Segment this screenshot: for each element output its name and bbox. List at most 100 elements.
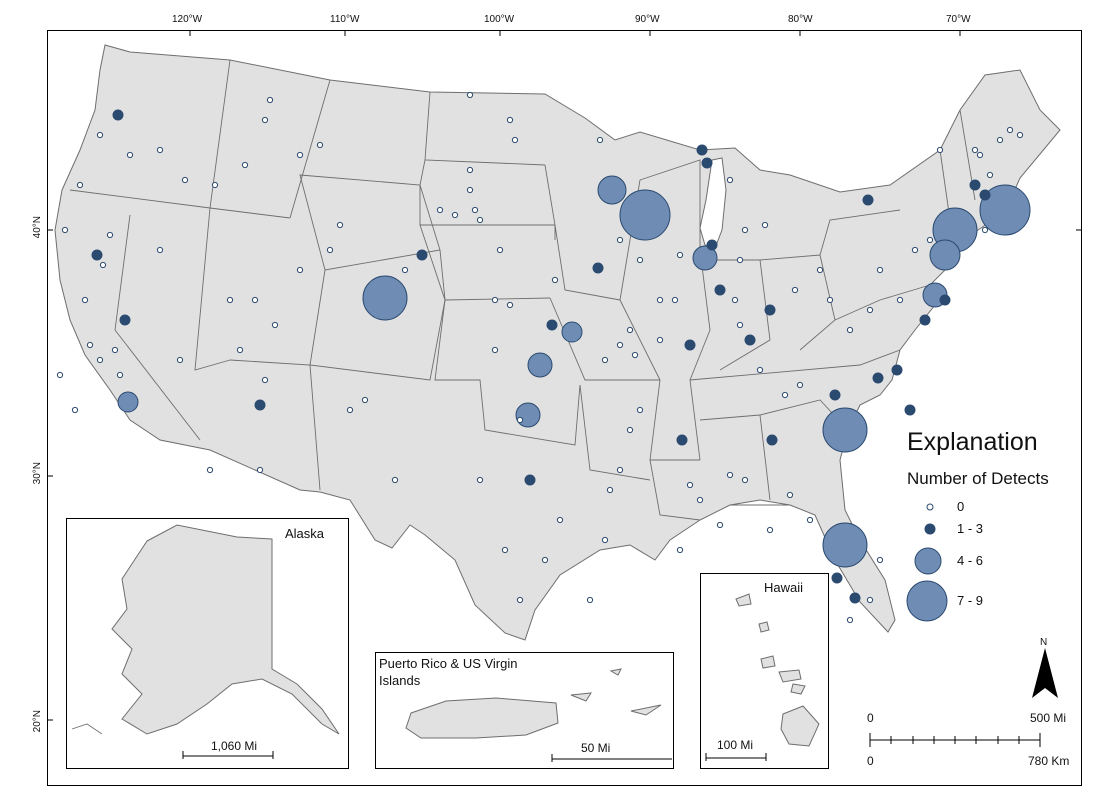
site-marker-detect bbox=[766, 434, 778, 446]
site-marker-zero bbox=[686, 481, 694, 489]
hawaii-scale-bar bbox=[705, 753, 767, 761]
site-marker-zero bbox=[606, 486, 614, 494]
site-marker-zero bbox=[741, 226, 749, 234]
site-marker-detect bbox=[862, 194, 874, 206]
legend-title: Explanation bbox=[907, 428, 1038, 456]
site-marker-zero bbox=[626, 426, 634, 434]
site-marker-zero bbox=[986, 171, 994, 179]
site-marker-detect bbox=[254, 399, 266, 411]
site-marker-zero bbox=[316, 141, 324, 149]
hawaii-inset: Hawaii 100 Mi bbox=[700, 573, 829, 769]
site-marker-detect bbox=[831, 572, 843, 584]
site-marker-detect bbox=[524, 474, 536, 486]
site-marker-zero bbox=[976, 151, 984, 159]
site-marker-zero bbox=[676, 546, 684, 554]
legend-symbols bbox=[906, 503, 948, 622]
site-marker-zero bbox=[476, 476, 484, 484]
north-arrow: N bbox=[1030, 637, 1060, 700]
site-marker-large bbox=[362, 275, 408, 321]
site-marker-zero bbox=[726, 176, 734, 184]
site-marker-zero bbox=[96, 356, 104, 364]
site-marker-zero bbox=[206, 466, 214, 474]
site-marker-zero bbox=[86, 341, 94, 349]
hawaii-landmass bbox=[735, 593, 820, 747]
site-marker-zero bbox=[271, 321, 279, 329]
north-arrow-icon bbox=[1032, 648, 1058, 698]
alaska-inset: Alaska 1,060 Mi bbox=[66, 518, 349, 769]
site-marker-detect bbox=[696, 144, 708, 156]
site-marker-zero bbox=[61, 226, 69, 234]
site-marker-zero bbox=[466, 166, 474, 174]
scale-top-left: 0 bbox=[867, 711, 874, 725]
site-marker-zero bbox=[541, 556, 549, 564]
site-marker-zero bbox=[116, 371, 124, 379]
site-marker-zero bbox=[631, 351, 639, 359]
site-marker-zero bbox=[741, 476, 749, 484]
site-marker-zero bbox=[361, 396, 369, 404]
alaska-scale-bar bbox=[182, 751, 274, 759]
site-marker-zero bbox=[876, 556, 884, 564]
site-marker-zero bbox=[111, 346, 119, 354]
site-marker-zero bbox=[556, 516, 564, 524]
site-marker-zero bbox=[731, 296, 739, 304]
site-marker-detect bbox=[829, 389, 841, 401]
north-label: N bbox=[1040, 637, 1048, 648]
site-marker-zero bbox=[471, 206, 479, 214]
site-marker-zero bbox=[736, 321, 744, 329]
site-marker-zero bbox=[241, 161, 249, 169]
site-marker-zero bbox=[56, 371, 64, 379]
site-marker-zero bbox=[636, 256, 644, 264]
puerto-rico-landmass bbox=[405, 668, 662, 739]
site-marker-detect bbox=[112, 109, 124, 121]
legend: Explanation Number of Detects 0 1 - 3 4 … bbox=[905, 425, 1080, 625]
site-marker-large bbox=[692, 245, 718, 271]
site-marker-zero bbox=[516, 596, 524, 604]
site-marker-zero bbox=[726, 471, 734, 479]
hawaii-title: Hawaii bbox=[764, 580, 804, 595]
alaska-landmass bbox=[71, 524, 340, 735]
site-marker-detect bbox=[416, 249, 428, 261]
site-marker-zero bbox=[256, 466, 264, 474]
site-marker-zero bbox=[71, 406, 79, 414]
site-marker-zero bbox=[911, 246, 919, 254]
legend-subtitle: Number of Detects bbox=[907, 469, 1049, 488]
site-marker-zero bbox=[781, 391, 789, 399]
site-marker-zero bbox=[971, 146, 979, 154]
site-marker-zero bbox=[846, 616, 854, 624]
puerto-rico-title-line1: Puerto Rico & US Virgin bbox=[379, 656, 518, 671]
site-marker-zero bbox=[626, 326, 634, 334]
site-marker-detect bbox=[969, 179, 981, 191]
site-marker-zero bbox=[346, 406, 354, 414]
site-marker-detect bbox=[764, 304, 776, 316]
site-marker-zero bbox=[466, 91, 474, 99]
legend-symbol-1 bbox=[924, 523, 936, 535]
site-marker-zero bbox=[296, 151, 304, 159]
alaska-title: Alaska bbox=[285, 526, 325, 541]
site-marker-detect bbox=[904, 404, 916, 416]
site-marker-zero bbox=[806, 516, 814, 524]
legend-label-0: 0 bbox=[957, 499, 965, 514]
legend-label-3: 7 - 9 bbox=[957, 593, 984, 608]
site-marker-large bbox=[929, 239, 961, 271]
site-marker-zero bbox=[516, 416, 524, 424]
site-marker-zero bbox=[926, 236, 934, 244]
puerto-rico-scale-label: 50 Mi bbox=[581, 741, 611, 755]
legend-label-1: 1 - 3 bbox=[957, 521, 984, 536]
site-marker-zero bbox=[1016, 131, 1024, 139]
site-marker-zero bbox=[496, 246, 504, 254]
lon-label-70w: 70°W bbox=[946, 14, 971, 25]
puerto-rico-inset: Puerto Rico & US Virgin Islands 50 Mi bbox=[375, 652, 674, 769]
site-marker-zero bbox=[251, 296, 259, 304]
site-marker-zero bbox=[491, 296, 499, 304]
site-marker-zero bbox=[601, 536, 609, 544]
site-marker-zero bbox=[401, 266, 409, 274]
site-marker-detect bbox=[676, 434, 688, 446]
lon-label-120w: 120°W bbox=[172, 14, 203, 25]
site-marker-zero bbox=[996, 136, 1004, 144]
site-marker-zero bbox=[126, 151, 134, 159]
lon-label-100w: 100°W bbox=[484, 14, 515, 25]
scale-bottom-right: 780 Km bbox=[1028, 754, 1070, 768]
site-marker-zero bbox=[81, 296, 89, 304]
